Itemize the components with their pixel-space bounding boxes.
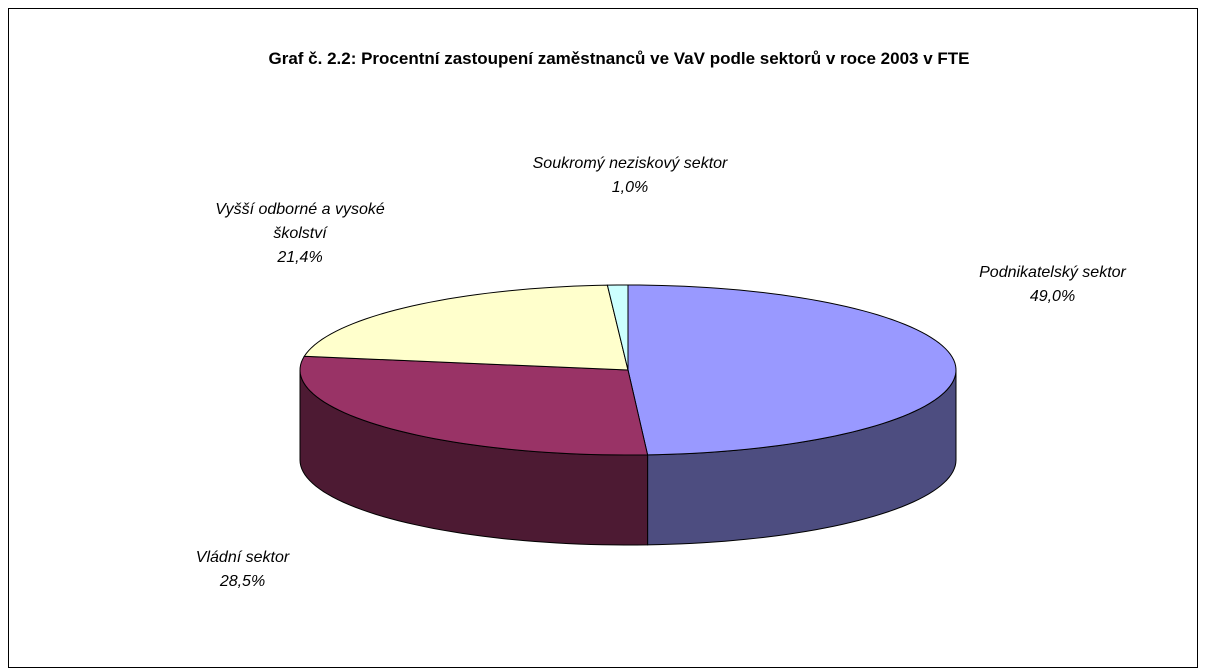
pie-slice bbox=[299, 355, 649, 456]
chart bbox=[299, 284, 957, 546]
chart-title: Graf č. 2.2: Procentní zastoupení zaměst… bbox=[268, 49, 970, 68]
slice-value-label: 21,4% bbox=[277, 249, 323, 266]
pie-slice bbox=[303, 284, 629, 371]
page: Graf č. 2.2: Procentní zastoupení zaměst… bbox=[8, 8, 1198, 668]
slice-label: Vyšší odborné a vysoké školství bbox=[215, 201, 385, 242]
pie-slice bbox=[627, 284, 957, 456]
slice-value-label: 49,0% bbox=[1029, 288, 1076, 305]
slice-label: Vládní sektor bbox=[195, 549, 290, 566]
pie-slice bbox=[606, 284, 629, 371]
slice-value-label: 1,0% bbox=[611, 179, 649, 196]
slice-label: Soukromý neziskový sektor bbox=[532, 155, 728, 172]
slice-label: Podnikatelský sektor bbox=[979, 264, 1126, 281]
slice-value-label: 28,5% bbox=[219, 573, 266, 590]
